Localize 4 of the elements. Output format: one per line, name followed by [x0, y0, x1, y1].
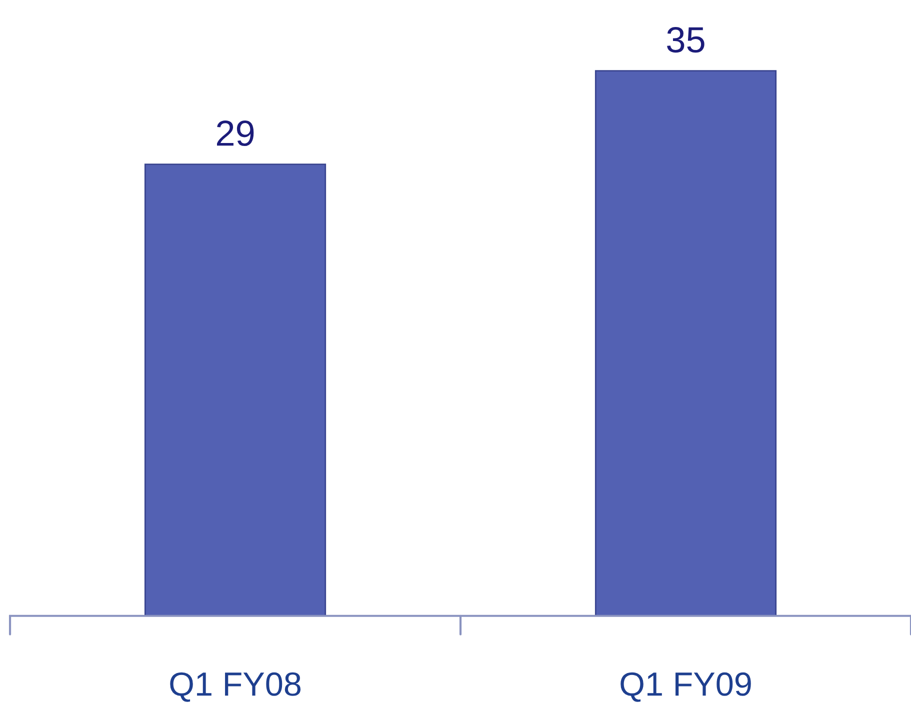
x-tick-label: Q1 FY09	[620, 672, 751, 702]
data-label: 29	[217, 120, 254, 146]
x-tick-label: Q1 FY08	[170, 672, 301, 702]
data-label: 35	[667, 27, 704, 53]
